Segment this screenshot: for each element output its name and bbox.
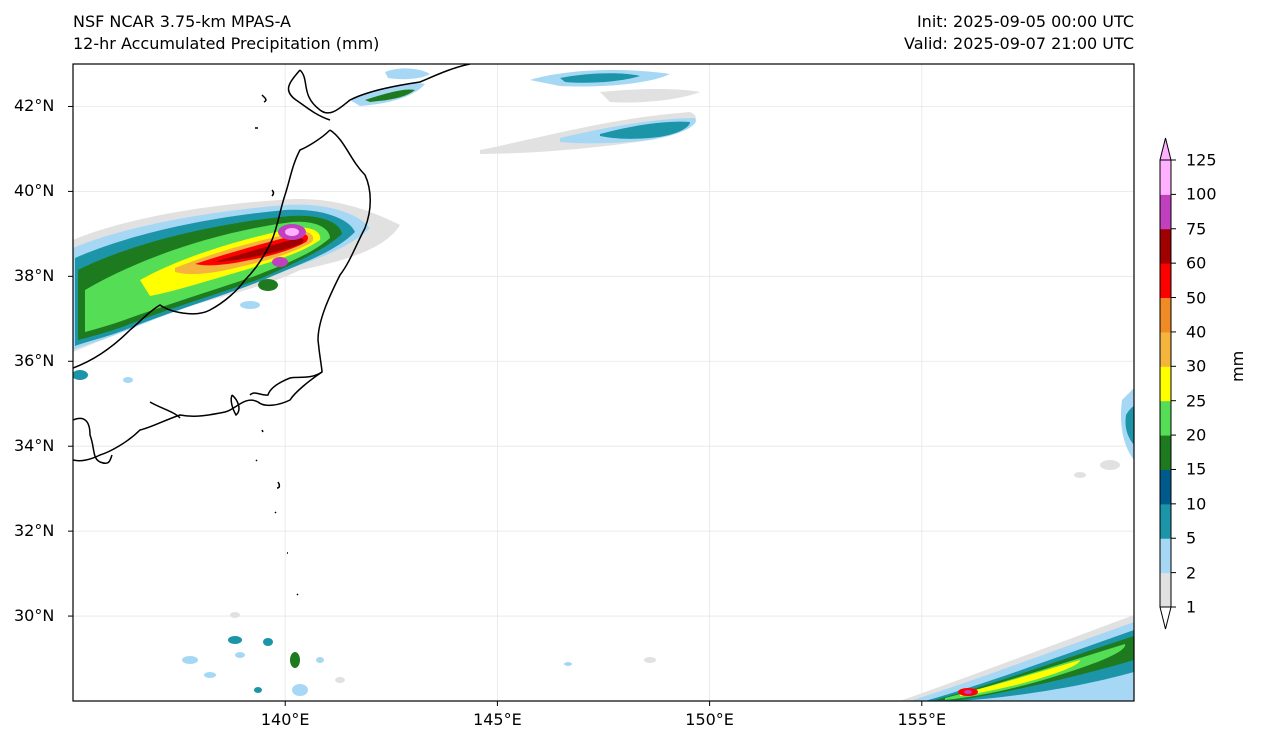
colorbar-frame	[1159, 159, 1172, 608]
lat-tick-label: 40°N	[14, 181, 55, 201]
precip-scattered-cells	[73, 370, 656, 696]
colorbar-level-label: 40	[1186, 322, 1207, 342]
lon-tick-label: 145°E	[473, 710, 522, 729]
colorbar-swatch	[1160, 435, 1171, 470]
colorbar-level-label: 25	[1186, 391, 1207, 411]
colorbar-title: mm	[1228, 350, 1247, 382]
init-time: Init: 2025-09-05 00:00 UTC	[916, 12, 1134, 31]
valid-time: Valid: 2025-09-07 21:00 UTC	[903, 34, 1134, 53]
colorbar-swatch	[1160, 366, 1171, 402]
lat-tick-label: 38°N	[14, 266, 55, 286]
colorbar-level-label: 15	[1186, 459, 1207, 479]
colorbar-level-label: 125	[1186, 150, 1217, 170]
colorbar-swatch	[1160, 538, 1171, 574]
precip-band-north	[350, 68, 700, 154]
precip-band-honshu	[73, 199, 400, 352]
colorbar-level-label: 60	[1186, 253, 1207, 273]
colorbar-level-label: 10	[1186, 494, 1207, 514]
colorbar-level-label: 75	[1186, 219, 1207, 239]
lat-tick-label: 32°N	[14, 521, 55, 541]
colorbar-extend-min	[1159, 606, 1172, 630]
colorbar-swatch	[1160, 503, 1171, 539]
coast-hokkaido	[287, 64, 471, 121]
colorbar-swatch	[1160, 263, 1171, 299]
lon-tick-label: 155°E	[897, 710, 947, 729]
colorbar	[1159, 137, 1176, 630]
lat-tick-label: 36°N	[14, 351, 55, 371]
colorbar-swatch	[1160, 160, 1171, 195]
colorbar-swatch	[1160, 228, 1171, 264]
lat-tick-label: 30°N	[14, 606, 55, 626]
colorbar-level-label: 20	[1186, 425, 1207, 445]
colorbar-swatch	[1160, 469, 1171, 505]
colorbar-level-label: 5	[1186, 528, 1197, 548]
colorbar-level-label: 50	[1186, 288, 1207, 308]
colorbar-swatch	[1160, 194, 1171, 230]
precipitation-field	[73, 68, 1134, 701]
lon-tick-label: 150°E	[685, 710, 734, 729]
lat-tick-label: 42°N	[14, 96, 55, 116]
map-title: NSF NCAR 3.75-km MPAS-A 12-hr Accumulate…	[73, 11, 379, 55]
time-info: Init: 2025-09-05 00:00 UTC Valid: 2025-0…	[904, 11, 1134, 55]
title-line-2: 12-hr Accumulated Precipitation (mm)	[73, 34, 380, 53]
lon-tick-label: 140°E	[260, 710, 310, 729]
precip-band-southeast	[900, 388, 1134, 701]
coast-honshu-pacific	[249, 371, 323, 396]
colorbar-level-label: 100	[1186, 184, 1217, 204]
colorbar-swatch	[1160, 297, 1171, 333]
map-frame	[72, 63, 1135, 702]
colorbar-level-label: 30	[1186, 356, 1207, 376]
colorbar-level-label: 2	[1186, 563, 1197, 583]
gridlines	[73, 64, 1134, 701]
axis-ticks	[68, 105, 923, 706]
title-line-1: NSF NCAR 3.75-km MPAS-A	[73, 12, 291, 31]
colorbar-extend-max	[1159, 137, 1172, 161]
coast-honshu	[73, 129, 371, 462]
colorbar-swatch	[1160, 572, 1171, 608]
lat-tick-label: 34°N	[14, 436, 55, 456]
colorbar-swatch	[1160, 331, 1171, 367]
coastlines	[73, 64, 471, 596]
colorbar-level-label: 1	[1186, 597, 1197, 617]
coast-shikoku-kyushu	[73, 401, 181, 465]
colorbar-swatch	[1160, 400, 1171, 436]
coast-islands	[230, 94, 299, 596]
